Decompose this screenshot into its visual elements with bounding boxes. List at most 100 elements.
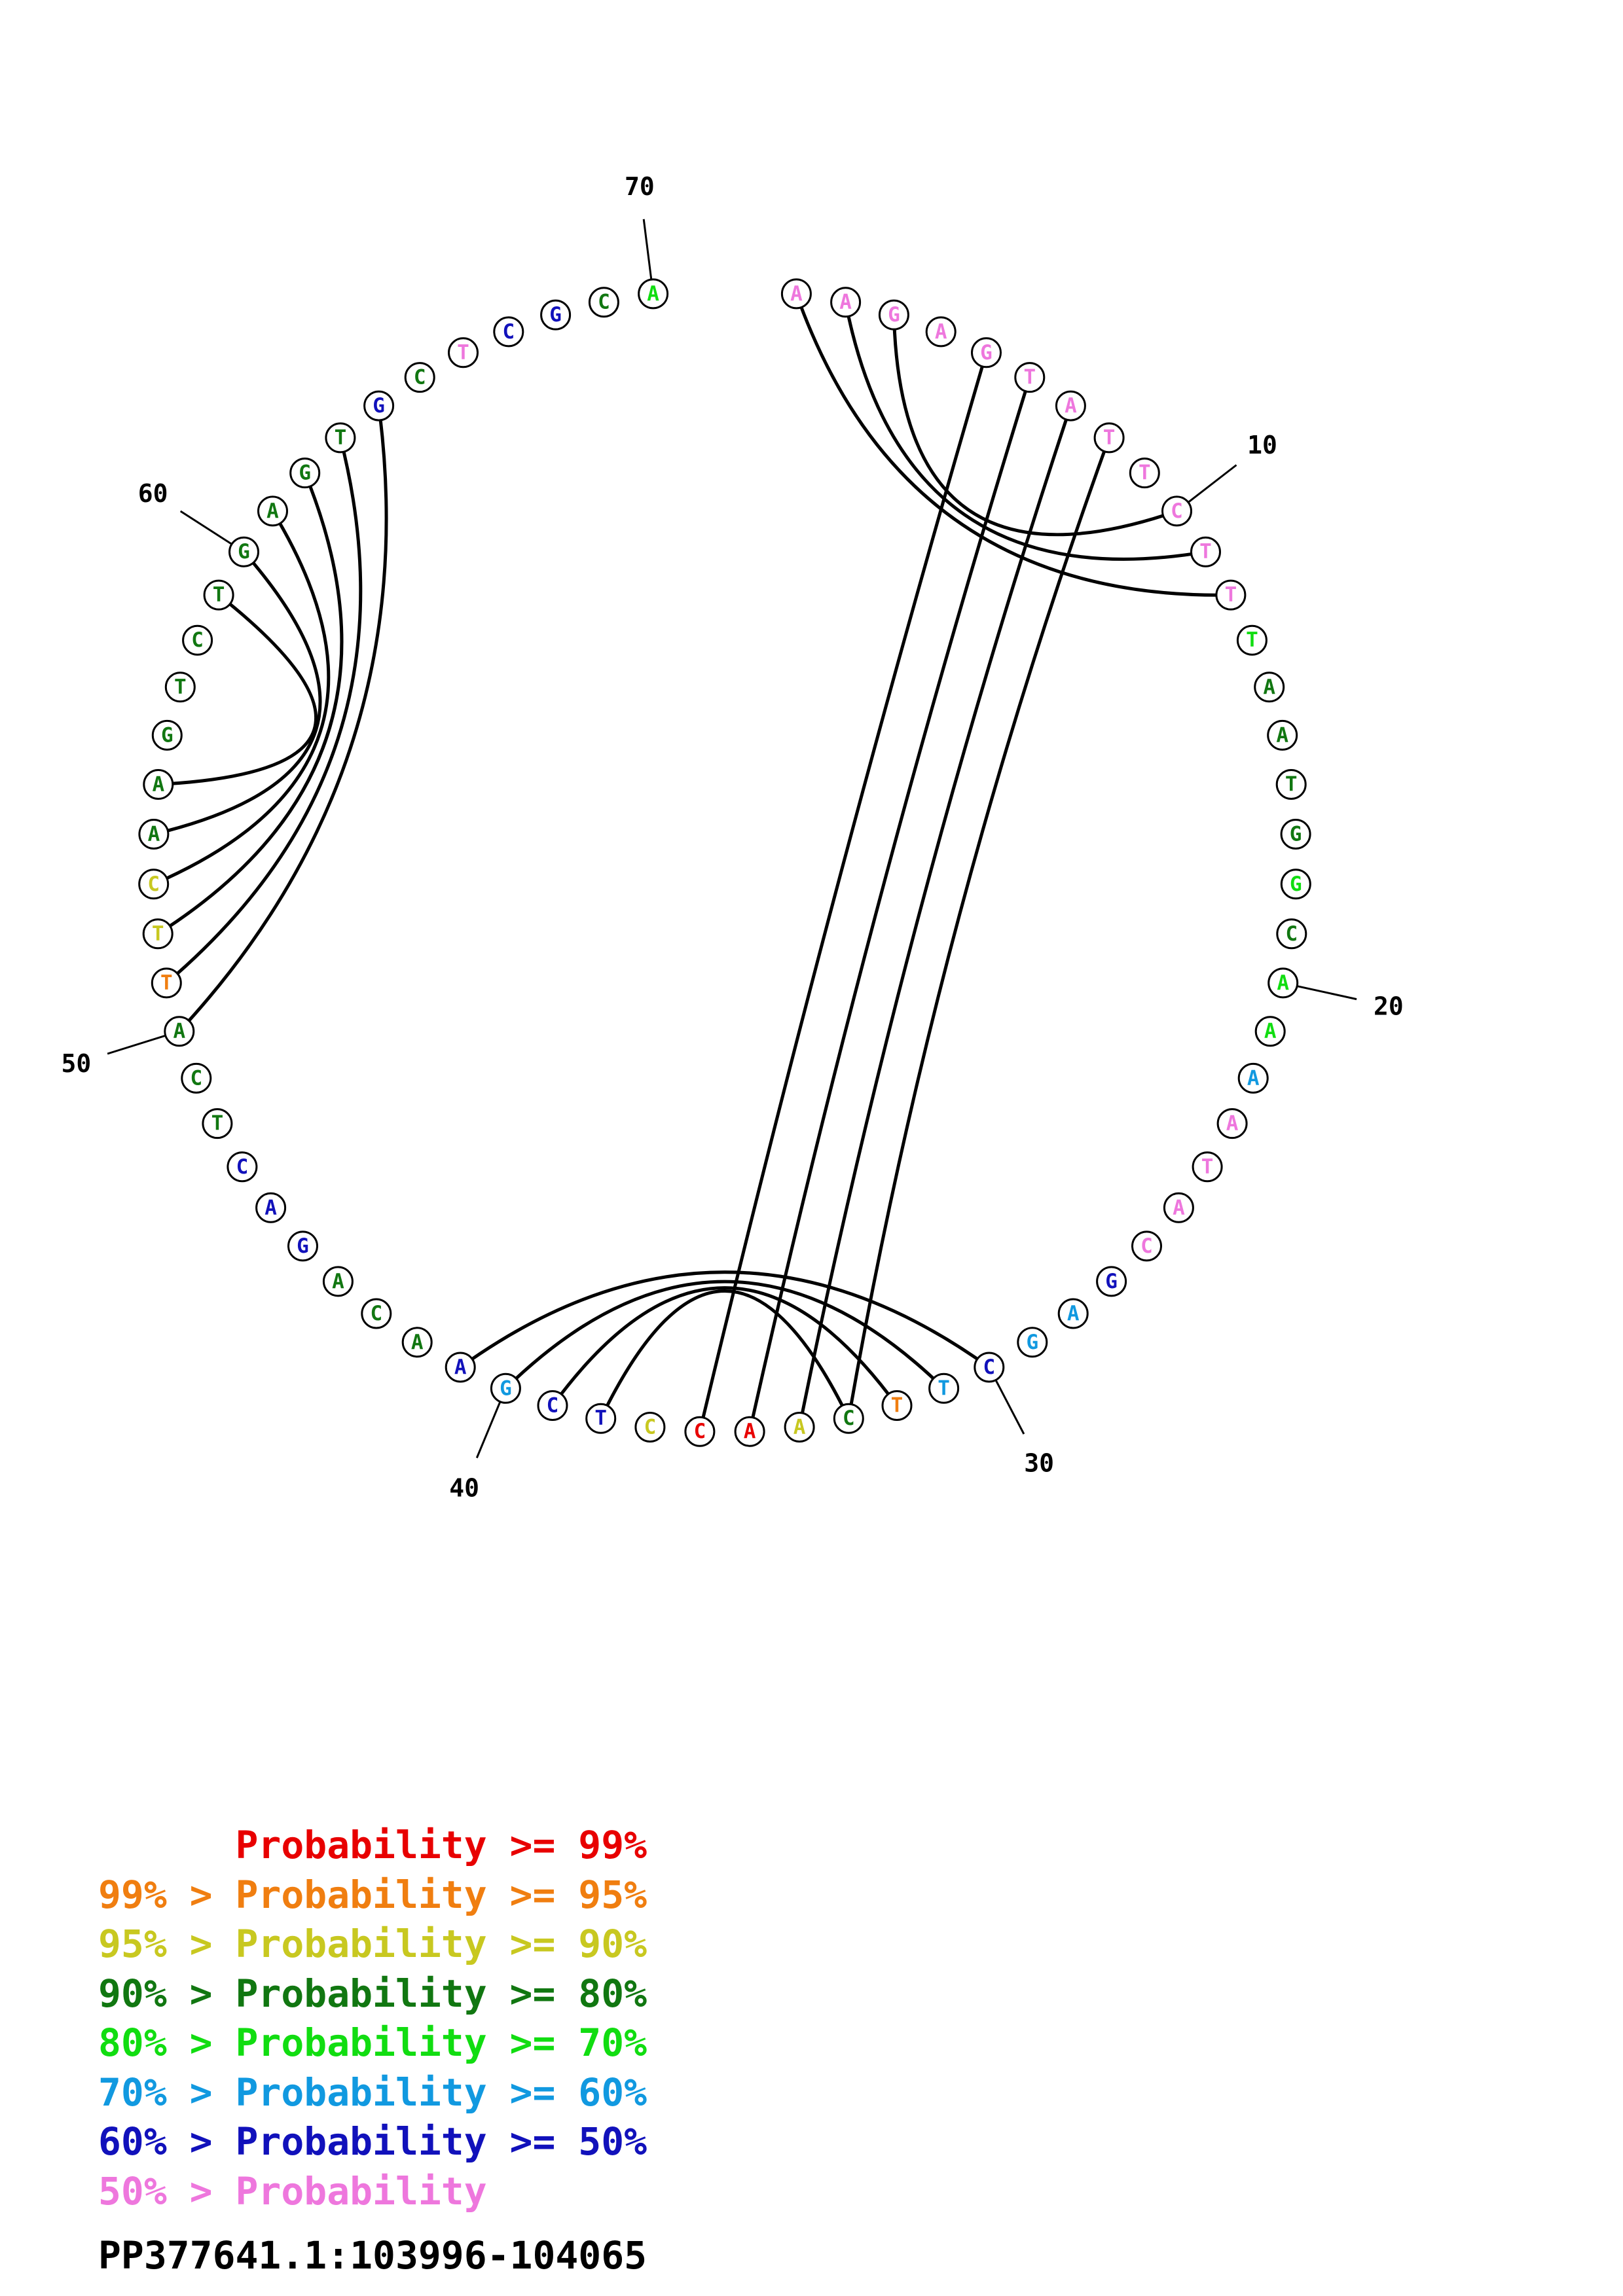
- nucleotide: A: [1237, 1062, 1269, 1094]
- nucleotide: G: [1280, 869, 1311, 900]
- nucleotide: T: [1192, 1151, 1223, 1183]
- nucleotide: T: [448, 337, 479, 368]
- nucleotide: A: [784, 1412, 815, 1443]
- nucleotide: C: [588, 287, 619, 318]
- nucleotide-circle: [1254, 672, 1285, 703]
- nucleotide-letter: A: [1226, 1112, 1239, 1136]
- nucleotide-letter: A: [1276, 723, 1288, 747]
- legend-line: 50% > Probability: [98, 2168, 487, 2214]
- tick-label: 40: [449, 1474, 479, 1503]
- nucleotide-letter: A: [264, 1196, 277, 1219]
- base-pair-arc: [504, 1280, 945, 1390]
- nucleotide: T: [1129, 457, 1160, 489]
- nucleotide: A: [925, 316, 957, 348]
- nucleotide-letter: G: [980, 341, 993, 365]
- nucleotide-letter: T: [1225, 583, 1237, 607]
- nucleotide-circle: [181, 1062, 212, 1094]
- nucleotide-circle: [1192, 1151, 1223, 1183]
- nucleotide-letter: A: [173, 1020, 185, 1043]
- nucleotide: G: [540, 299, 572, 331]
- tick-mark: [1294, 984, 1357, 1001]
- nucleotide-letter: G: [1290, 823, 1302, 846]
- nucleotide-ring: A AGAGTATTCTTTAATGGCAAAATACGAGCTTCAACCTCG…: [138, 278, 1311, 1447]
- nucleotide: A: [830, 287, 862, 318]
- nucleotide-letter: T: [1103, 426, 1116, 450]
- nucleotide-circle: [1267, 719, 1298, 751]
- nucleotide-circle: [1055, 390, 1086, 422]
- nucleotide: T: [203, 579, 234, 611]
- base-pair-arc: [892, 315, 1178, 537]
- nucleotide-letter: C: [191, 628, 204, 652]
- nucleotide: C: [361, 1298, 392, 1329]
- nucleotide: G: [1017, 1327, 1048, 1358]
- nucleotide-circle: [138, 869, 170, 900]
- nucleotide-circle: [1096, 1266, 1127, 1297]
- nucleotide-letter: A: [1247, 1066, 1260, 1090]
- nucleotide-circle: [202, 1108, 233, 1139]
- nucleotide-letter: A: [647, 282, 659, 306]
- tick-label: 60: [138, 479, 168, 508]
- nucleotide-letter: C: [1171, 499, 1183, 523]
- nucleotide: C: [138, 869, 170, 900]
- nucleotide-letter: G: [500, 1376, 512, 1400]
- nucleotide-letter: G: [1290, 872, 1302, 896]
- nucleotide: T: [1236, 624, 1267, 656]
- base-pair-arc: [158, 594, 318, 786]
- nucleotide: G: [490, 1372, 521, 1404]
- nucleotide-letter: A: [1263, 675, 1275, 699]
- nucleotide-circle: [401, 1327, 433, 1358]
- nucleotide-letter: T: [1201, 1155, 1214, 1179]
- base-pair-arc: [698, 352, 988, 1432]
- nucleotide: C: [833, 1403, 864, 1434]
- nucleotide: A: [1267, 967, 1299, 999]
- nucleotide: A: [1055, 390, 1086, 422]
- base-pair-arc: [177, 405, 388, 1033]
- base-pair-arc: [844, 302, 1206, 561]
- legend-line: 60% > Probability >= 50%: [98, 2119, 647, 2164]
- nucleotide-circle: [182, 624, 213, 656]
- nucleotide: G: [289, 457, 321, 489]
- nucleotide-letter: A: [839, 291, 852, 314]
- nucleotide: G: [1280, 819, 1311, 850]
- nucleotide-letter: C: [1140, 1234, 1153, 1258]
- tick-mark: [179, 510, 235, 547]
- nucleotide: C: [974, 1352, 1005, 1383]
- nucleotide-letter: A: [1264, 1020, 1277, 1043]
- nucleotide-letter: C: [843, 1407, 855, 1430]
- nucleotide-circle: [833, 1403, 864, 1434]
- nucleotide-circle: [493, 316, 524, 348]
- nucleotide-letter: T: [211, 1112, 224, 1136]
- nucleotide-letter: A: [1065, 394, 1077, 418]
- base-pair-arcs: [153, 293, 1231, 1432]
- tick-label: 20: [1374, 992, 1404, 1020]
- nucleotide-letter: C: [983, 1355, 995, 1379]
- nucleotide-circle: [540, 299, 572, 331]
- nucleotide: A: [255, 1192, 287, 1223]
- nucleotide-circle: [203, 579, 234, 611]
- nucleotide: A: [445, 1352, 476, 1383]
- nucleotide-circle: [255, 1192, 287, 1223]
- nucleotide: G: [363, 390, 395, 422]
- nucleotide-letter: C: [644, 1416, 657, 1439]
- nucleotide-circle: [537, 1390, 568, 1421]
- nucleotide-circle: [164, 672, 196, 703]
- nucleotide-circle: [585, 1403, 617, 1434]
- nucleotide-circle: [1131, 1230, 1162, 1262]
- nucleotide: A: [322, 1266, 354, 1297]
- nucleotide-letter: A: [332, 1270, 344, 1293]
- nucleotide-circle: [588, 287, 619, 318]
- nucleotide: C: [182, 624, 213, 656]
- base-pair-arc: [459, 1270, 991, 1369]
- nucleotide-circle: [363, 390, 395, 422]
- nucleotide: C: [537, 1390, 568, 1421]
- base-pair-arc: [156, 472, 344, 935]
- nucleotide-circle: [881, 1390, 913, 1421]
- base-pair-arc: [551, 1286, 899, 1407]
- nucleotide-circle: [361, 1298, 392, 1329]
- nucleotide: C: [181, 1062, 212, 1094]
- nucleotide-circle: [445, 1352, 476, 1383]
- legend-line: Probability >= 99%: [98, 1823, 647, 1867]
- nucleotide: A: [401, 1327, 433, 1358]
- legend-line: 99% > Probability >= 95%: [98, 1872, 647, 1917]
- nucleotide: G: [151, 719, 183, 751]
